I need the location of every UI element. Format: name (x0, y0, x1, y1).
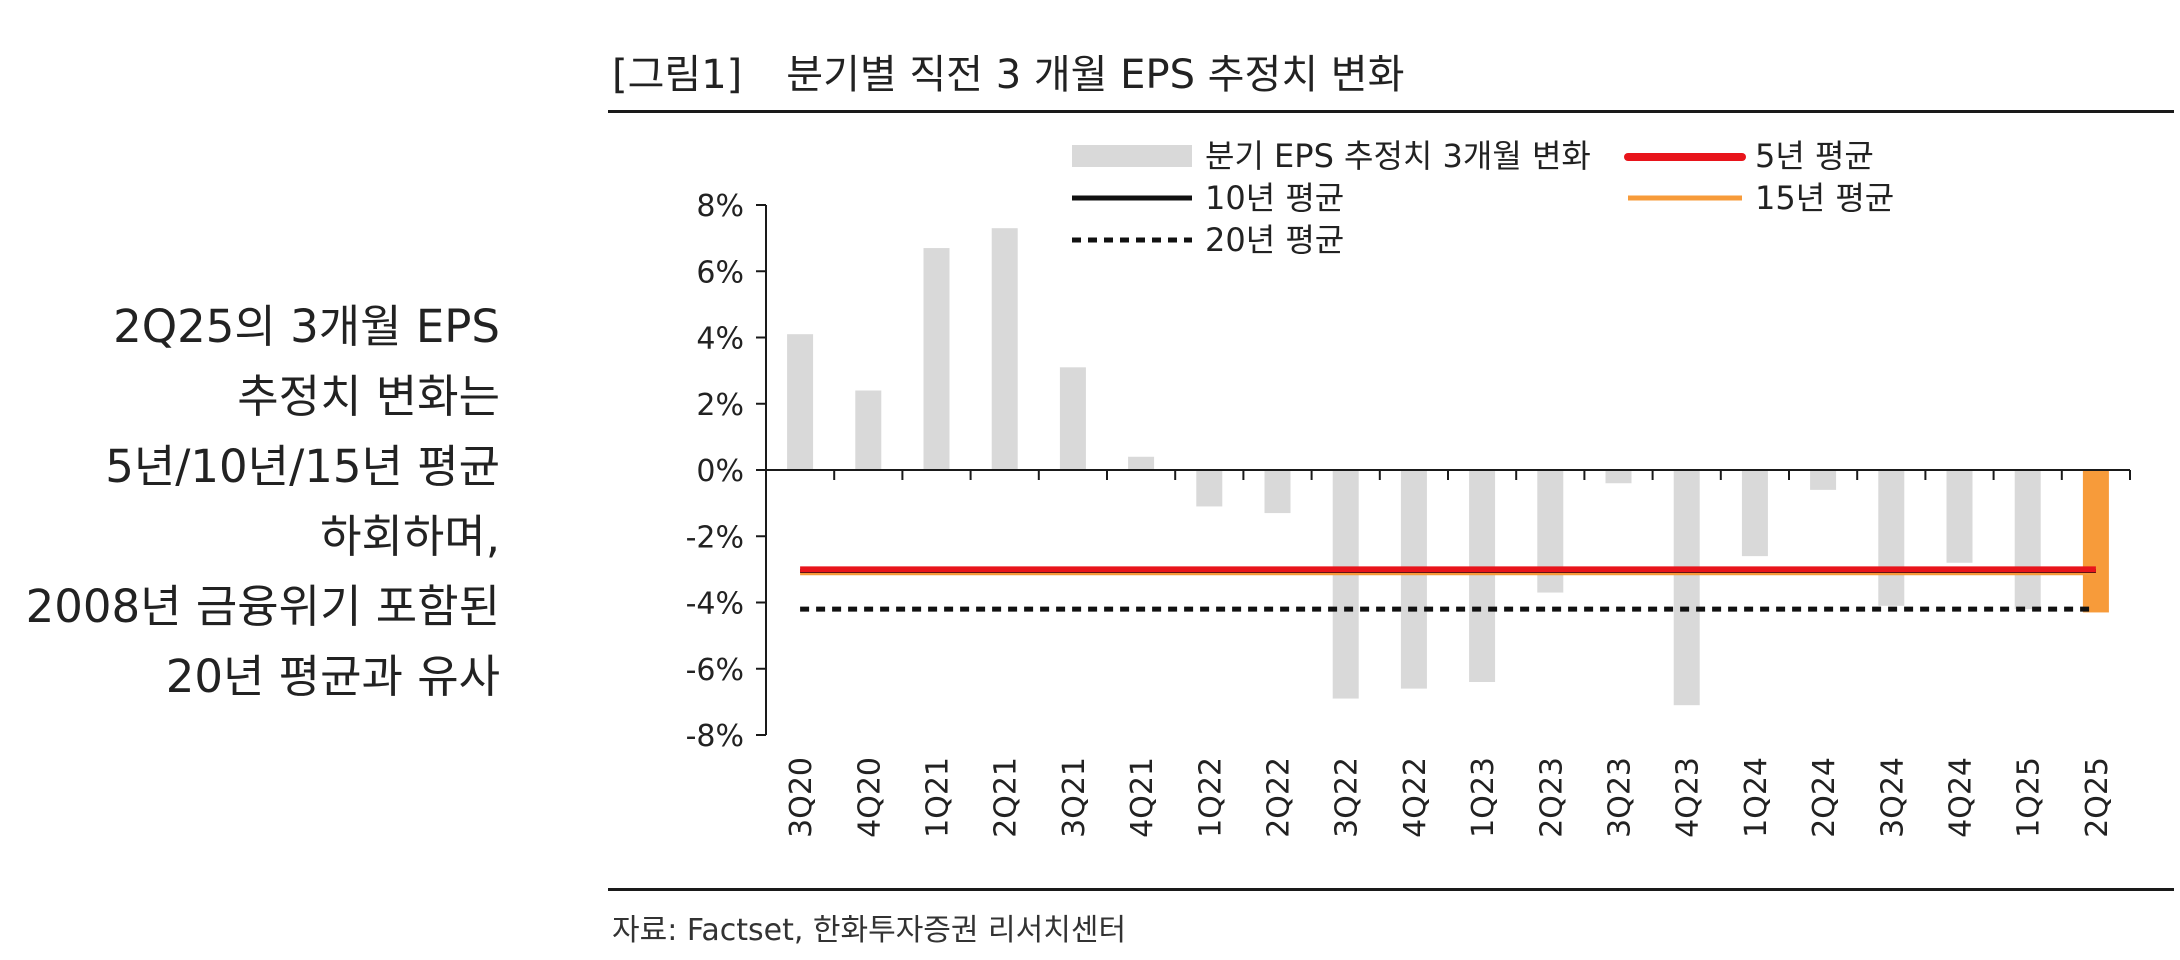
x-tick-labels: 3Q20 4Q20 1Q21 2Q21 3Q21 4Q21 1Q22 2Q22 3Q22 4Q22… (784, 757, 2115, 838)
bars-layer (787, 228, 2109, 706)
y-tick-labels: 8% 6% 4% 2% 0% -2% -4% -6% -8% (686, 189, 744, 754)
bar-2Q25 (2082, 470, 2109, 613)
x-tick-label: 3Q24 (1875, 757, 1910, 838)
bar-3Q21 (1059, 367, 1086, 470)
bar-2Q21 (991, 228, 1018, 470)
x-tick-label: 1Q21 (921, 757, 956, 838)
side-note-line: 2008년 금융위기 포함된 (25, 580, 500, 633)
y-tick-label: 0% (696, 454, 744, 489)
legend-label-avg5: 5년 평균 (1755, 137, 1874, 175)
bar-4Q21 (1128, 456, 1155, 470)
y-tick-label: -2% (686, 520, 744, 555)
legend-label-bar: 분기 EPS 추정치 3개월 변화 (1205, 137, 1591, 175)
x-tick-label: 1Q23 (1466, 757, 1501, 838)
x-tick-label: 4Q23 (1671, 757, 1706, 838)
bar-3Q20 (787, 334, 814, 470)
bar-1Q23 (1469, 470, 1496, 682)
x-tick-label: 2Q21 (989, 757, 1024, 838)
x-tick-label: 1Q22 (1193, 757, 1228, 838)
x-tick-label: 4Q22 (1398, 757, 1433, 838)
bar-3Q24 (1878, 470, 1905, 606)
y-tick-label: 2% (696, 388, 744, 423)
x-tick-label: 4Q20 (852, 757, 887, 838)
legend-swatch-bar (1072, 145, 1192, 167)
side-note-line: 하회하며, (320, 510, 500, 563)
bar-1Q22 (1196, 470, 1223, 507)
y-tick-label: -8% (686, 719, 744, 754)
x-tick-label: 2Q25 (2080, 757, 2115, 838)
x-tick-label: 3Q22 (1330, 757, 1365, 838)
bottom-rule (608, 888, 2174, 891)
side-note-line: 20년 평균과 유사 (165, 650, 500, 703)
side-note-line: 추정치 변화는 (237, 370, 500, 423)
x-tick-label: 3Q21 (1057, 757, 1092, 838)
x-tick-label: 1Q24 (1739, 757, 1774, 838)
bar-3Q22 (1332, 470, 1359, 699)
figure-title-text: 분기별 직전 3 개월 EPS 추정치 변화 (786, 52, 1405, 98)
source-note: 자료: Factset, 한화투자증권 리서치센터 (612, 913, 1127, 948)
y-tick-label: 8% (696, 189, 744, 224)
bar-4Q22 (1400, 470, 1427, 689)
y-tick-label: 6% (696, 255, 744, 290)
x-tick-label: 3Q20 (784, 757, 819, 838)
figure-title: [그림1] 분기별 직전 3 개월 EPS 추정치 변화 (612, 42, 1404, 100)
x-tick-label: 2Q24 (1807, 757, 1842, 838)
bar-1Q24 (1741, 470, 1768, 557)
figure-number: [그림1] (612, 52, 743, 98)
x-tick-label: 3Q23 (1603, 757, 1638, 838)
y-tick-label: -4% (686, 587, 744, 622)
x-tick-label: 4Q24 (1944, 757, 1979, 838)
bar-4Q24 (1946, 470, 1973, 563)
bar-3Q23 (1605, 470, 1632, 484)
x-tick-label: 2Q23 (1534, 757, 1569, 838)
legend-label-avg10: 10년 평균 (1205, 179, 1344, 217)
side-note: 2Q25의 3개월 EPS 추정치 변화는 5년/10년/15년 평균 하회하며… (0, 292, 500, 712)
legend-label-avg20: 20년 평균 (1205, 221, 1344, 259)
top-rule (608, 110, 2174, 113)
x-tick-label: 2Q22 (1262, 757, 1297, 838)
x-tick-label: 1Q25 (2012, 757, 2047, 838)
side-note-line: 5년/10년/15년 평균 (105, 440, 500, 493)
x-tick-label: 4Q21 (1125, 757, 1160, 838)
y-tick-label: -6% (686, 653, 744, 688)
bar-1Q21 (923, 248, 950, 470)
legend: 분기 EPS 추정치 3개월 변화 5년 평균 10년 평균 15년 평균 20… (1072, 137, 1894, 259)
bar-2Q22 (1264, 470, 1291, 514)
legend-label-avg15: 15년 평균 (1755, 179, 1894, 217)
bar-1Q25 (2014, 470, 2041, 610)
y-tick-label: 4% (696, 322, 744, 357)
average-lines-layer (800, 566, 2096, 612)
bar-2Q24 (1810, 470, 1837, 490)
bar-4Q20 (855, 390, 882, 470)
bar-4Q23 (1673, 470, 1700, 706)
axes-layer (756, 204, 2131, 736)
side-note-line: 2Q25의 3개월 EPS (113, 300, 500, 353)
